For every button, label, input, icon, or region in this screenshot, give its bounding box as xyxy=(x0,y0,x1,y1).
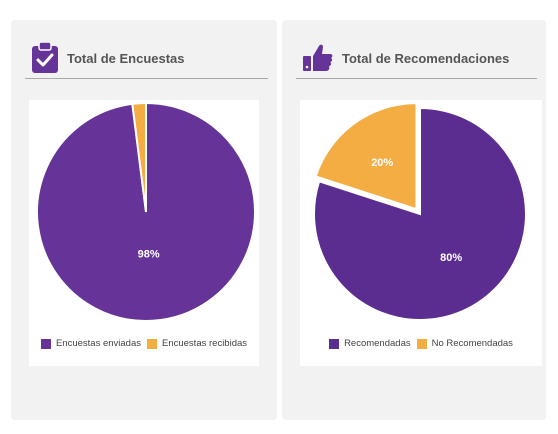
legend-label: Encuestas enviadas xyxy=(55,338,141,349)
surveys-slice-secondary xyxy=(131,101,147,213)
surveys-data-label: 98% xyxy=(138,248,160,260)
recommendations-slice-secondary xyxy=(314,102,418,211)
header-divider xyxy=(25,78,268,79)
legend-item[interactable]: No Recomendadas xyxy=(416,338,513,349)
recommendations-legend: Recomendadas No Recomendadas xyxy=(300,338,542,349)
recommendations-data-label: 80% xyxy=(440,252,462,264)
legend-item[interactable]: Encuestas enviadas xyxy=(40,338,141,349)
legend-swatch xyxy=(147,338,157,349)
recommendations-slice-main xyxy=(313,106,527,321)
clipboard-check-icon xyxy=(32,42,58,73)
legend-swatch xyxy=(416,338,427,349)
recommendations-card-header: Total de Recomendaciones xyxy=(302,38,509,78)
recommendations-pie: 80% 20% xyxy=(313,102,527,321)
recommendations-data-label: 20% xyxy=(371,157,393,169)
legend-label: Encuestas recibidas xyxy=(162,338,248,349)
recommendations-chart: 80% 20% Recomendadas No Recomendadas xyxy=(300,100,542,366)
header-divider xyxy=(296,78,537,79)
surveys-pie: 98% xyxy=(36,101,256,322)
legend-swatch xyxy=(329,338,340,349)
surveys-card: Total de Encuestas 98% Encuestas enviada… xyxy=(11,20,277,420)
thumbs-up-icon xyxy=(303,44,333,71)
surveys-chart: 98% Encuestas enviadas Encuestas recibida… xyxy=(29,100,259,366)
legend-item[interactable]: Recomendadas xyxy=(329,338,411,349)
legend-label: Recomendadas xyxy=(344,338,411,349)
legend-label: No Recomendadas xyxy=(431,338,513,349)
surveys-card-header: Total de Encuestas xyxy=(31,38,185,78)
recommendations-card: Total de Recomendaciones 80% 20% Recomend… xyxy=(282,20,546,420)
surveys-legend: Encuestas enviadas Encuestas recibidas xyxy=(29,338,259,349)
recommendations-card-title: Total de Recomendaciones xyxy=(342,50,510,66)
legend-item[interactable]: Encuestas recibidas xyxy=(147,338,247,349)
legend-swatch xyxy=(40,338,51,349)
surveys-card-title: Total de Encuestas xyxy=(67,50,185,66)
